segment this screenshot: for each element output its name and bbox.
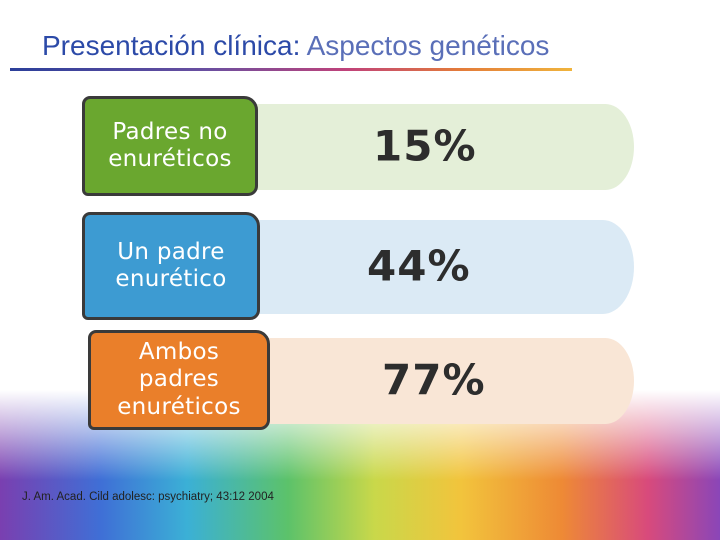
slide-title: Presentación clínica: Aspectos genéticos [42,30,549,62]
title-sub: Aspectos genéticos [306,30,550,61]
row-label-box: Padres no enuréticos [82,96,258,196]
row-band [240,104,634,190]
row-label: Ambos padres enuréticos [117,339,241,420]
row-band [240,220,634,314]
row-un-padre-enuretico: Un padre enurético 44% [0,212,720,320]
row-label-box: Ambos padres enuréticos [88,330,270,430]
row-percent: 77% [382,355,486,405]
title-divider [10,68,572,71]
row-ambos-padres-enureticos: Ambos padres enuréticos 77% [0,330,720,430]
row-band [240,338,634,424]
row-label: Un padre enurético [115,238,227,292]
title-main: Presentación clínica: [42,30,301,61]
row-percent: 15% [373,121,477,171]
citation-footnote: J. Am. Acad. Cild adolesc: psychiatry; 4… [22,491,274,503]
row-label-box: Un padre enurético [82,212,260,320]
row-percent: 44% [367,241,471,291]
row-label: Padres no enuréticos [108,118,232,172]
row-padres-no-enureticos: Padres no enuréticos 15% [0,96,720,196]
